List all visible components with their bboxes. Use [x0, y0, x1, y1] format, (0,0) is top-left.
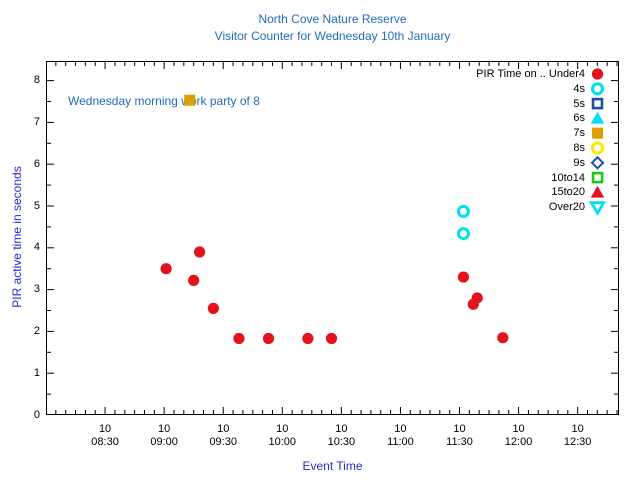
legend-marker [591, 141, 604, 155]
x-tick-label: 10 09:00 [150, 423, 178, 448]
chart-title-line1: North Cove Nature Reserve [258, 12, 407, 26]
y-tick-label: 2 [33, 324, 40, 337]
x-axis-title: Event Time [302, 459, 363, 473]
x-tick-label: 10 08:30 [91, 423, 119, 448]
x-tick-label: 10 11:00 [387, 423, 414, 448]
legend-label: 4s [573, 82, 585, 95]
x-tick-label: 10 09:30 [209, 423, 237, 448]
legend-marker [590, 185, 605, 198]
data-point-marker [456, 227, 470, 241]
y-tick-label: 1 [33, 366, 40, 379]
x-tick-label: 10 12:30 [563, 423, 592, 448]
legend-marker [588, 201, 607, 216]
data-point-marker [456, 204, 470, 218]
legend-marker [590, 111, 605, 124]
data-point-marker [160, 263, 172, 275]
data-point-marker [233, 332, 245, 345]
y-tick-label: 5 [33, 199, 40, 212]
data-point-marker [262, 332, 275, 345]
legend-marker [590, 155, 605, 170]
legend-marker [591, 68, 604, 80]
y-tick-label: 3 [33, 283, 40, 296]
legend-label: 9s [573, 156, 585, 169]
legend-label: PIR Time on .. Under4 [476, 68, 585, 80]
legend-marker [591, 171, 604, 184]
legend-marker [592, 127, 603, 139]
y-tick-label: 4 [33, 241, 40, 254]
data-point-marker [184, 94, 196, 106]
legend-label: 10to14 [551, 171, 585, 184]
data-point-marker [302, 332, 314, 345]
annotation-label: Wednesday morning work party of 8 [68, 94, 260, 108]
legend-marker [591, 97, 604, 110]
legend-label: 8s [573, 142, 585, 154]
data-point-marker [325, 332, 338, 345]
y-tick-label: 0 [33, 408, 40, 421]
x-tick-label: 10 12:00 [504, 423, 533, 448]
data-point-marker [471, 292, 483, 304]
data-point-marker [457, 271, 470, 283]
legend-label: 5s [573, 97, 585, 110]
data-point-marker [188, 274, 200, 287]
legend-label: 7s [573, 127, 585, 140]
chart-title-line2: Visitor Counter for Wednesday 10th Janua… [214, 29, 451, 43]
legend-label: Over20 [548, 201, 585, 214]
data-point-marker [497, 332, 509, 344]
y-tick-label: 7 [33, 115, 40, 128]
legend-marker [591, 82, 604, 96]
plot-area-frame [46, 61, 619, 415]
y-tick-label: 6 [33, 157, 40, 170]
data-point-marker [193, 246, 206, 258]
x-tick-label: 10 10:30 [327, 423, 356, 448]
x-tick-label: 10 10:00 [268, 423, 297, 448]
legend-label: 6s [573, 112, 585, 125]
y-tick-label: 8 [33, 74, 40, 87]
x-tick-label: 10 11:30 [446, 423, 473, 448]
data-point-marker [207, 302, 219, 315]
legend-label: 15to20 [551, 186, 585, 199]
